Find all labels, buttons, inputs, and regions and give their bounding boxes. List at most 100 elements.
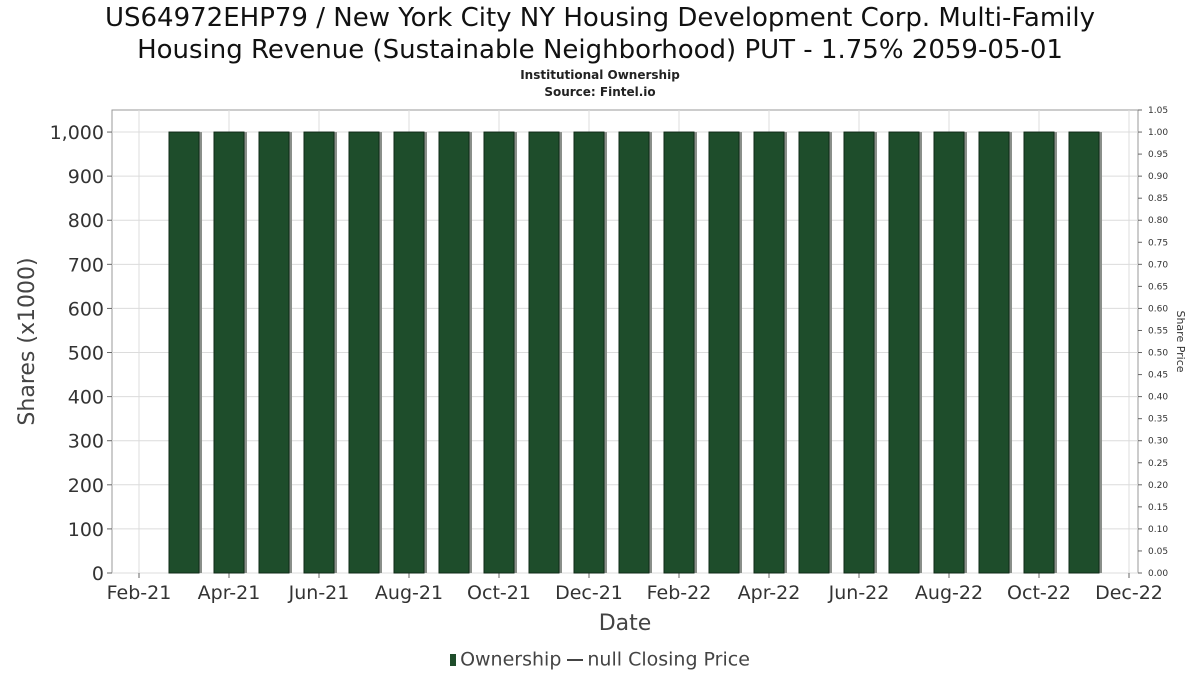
ownership-bar-shadow [649,132,652,574]
ownership-bar-shadow [469,132,472,574]
ownership-bar [798,131,830,574]
y2-tick-label: 0.05 [1148,547,1168,557]
ownership-bar-shadow [604,132,607,574]
x-tick-label: Aug-22 [915,582,983,604]
y2-tick-label: 0.90 [1148,172,1168,182]
ownership-bar [168,131,200,574]
ownership-bar [1023,131,1055,574]
y2-tick-label: 0.55 [1148,326,1168,336]
x-tick-label: Jun-22 [828,582,890,604]
y2-tick-label: 0.30 [1148,437,1168,447]
x-tick-label: Apr-21 [198,582,261,604]
ownership-bar [1068,131,1100,574]
ownership-bar [753,131,785,574]
ownership-bar-shadow [784,132,787,574]
y2-tick-label: 0.15 [1148,503,1168,513]
ownership-bar [843,131,875,574]
x-axis-title: Date [599,611,652,636]
ownership-bar [618,131,650,574]
ownership-bar-shadow [964,132,967,574]
chart-legend: Ownership null Closing Price [0,648,1200,671]
ownership-bar-shadow [199,132,202,574]
ownership-bar-shadow [334,132,337,574]
y-tick-label: 1,000 [50,122,104,144]
y2-tick-label: 0.75 [1148,238,1168,248]
x-tick-label: Oct-21 [467,582,531,604]
y2-tick-label: 0.65 [1148,282,1168,292]
ownership-bar [438,131,470,574]
y-axis-title: Shares (x1000) [15,257,40,425]
ownership-bar [258,131,290,574]
price-legend-line [567,658,584,661]
y-tick-label: 600 [68,298,104,320]
ownership-bar-shadow [874,132,877,574]
y2-tick-label: 0.20 [1148,481,1168,491]
y-tick-label: 400 [68,387,104,409]
ownership-bar-shadow [559,132,562,574]
chart-source: Source: Fintel.io [544,85,656,99]
x-tick-label: Oct-22 [1007,582,1071,604]
y2-tick-label: 0.00 [1148,569,1168,579]
ownership-bar-shadow [424,132,427,574]
y-tick-label: 0 [92,563,104,585]
y2-tick-label: 0.60 [1148,304,1168,314]
y2-tick-label: 0.70 [1148,260,1168,270]
ownership-bar-shadow [244,132,247,574]
y2-tick-label: 0.45 [1148,371,1168,381]
ownership-bar [303,131,335,574]
price-legend-label: null Closing Price [587,648,750,671]
y-tick-label: 300 [68,431,104,453]
chart-title-line1: US64972EHP79 / New York City NY Housing … [104,3,1096,33]
ownership-bar-shadow [694,132,697,574]
ownership-bar [483,131,515,574]
x-tick-label: Feb-22 [647,582,712,604]
ownership-bar-shadow [1099,132,1102,574]
y-tick-label: 800 [68,210,104,232]
ownership-bar [933,131,965,574]
y2-tick-label: 1.00 [1148,128,1168,138]
y2-tick-label: 0.95 [1148,150,1168,160]
ownership-bar [528,131,560,574]
y2-tick-label: 0.40 [1148,393,1168,403]
ownership-bar-shadow [289,132,292,574]
ownership-bar-shadow [1009,132,1012,574]
ownership-bar [663,131,695,574]
chart-subtitle: Institutional Ownership [520,68,680,82]
ownership-bar [393,131,425,574]
y2-tick-label: 0.35 [1148,415,1168,425]
ownership-legend-label: Ownership [460,648,562,671]
ownership-bar [213,131,245,574]
ownership-bar [573,131,605,574]
ownership-bar-shadow [1054,132,1057,574]
y2-axis-title: Share Price [1174,310,1187,372]
y2-tick-label: 0.10 [1148,525,1168,535]
y-tick-label: 900 [68,166,104,188]
y-tick-label: 100 [68,519,104,541]
x-tick-label: Jun-21 [288,582,350,604]
x-tick-label: Dec-22 [1095,582,1163,604]
y2-tick-label: 0.50 [1148,349,1168,359]
ownership-bar [978,131,1010,574]
ownership-bar-shadow [919,132,922,574]
x-tick-label: Apr-22 [738,582,801,604]
ownership-bar-shadow [379,132,382,574]
ownership-bar-shadow [829,132,832,574]
ownership-bar [708,131,740,574]
chart-title-line2: Housing Revenue (Sustainable Neighborhoo… [137,35,1063,65]
x-tick-label: Aug-21 [375,582,443,604]
ownership-bar [888,131,920,574]
y2-tick-label: 0.25 [1148,459,1168,469]
x-tick-label: Dec-21 [555,582,623,604]
x-tick-label: Feb-21 [107,582,172,604]
y-tick-label: 500 [68,343,104,365]
y-tick-label: 200 [68,475,104,497]
ownership-bar [348,131,380,574]
y-tick-label: 700 [68,254,104,276]
ownership-bar-shadow [514,132,517,574]
ownership-bar-shadow [739,132,742,574]
y2-tick-label: 0.85 [1148,194,1168,204]
y2-tick-label: 0.80 [1148,216,1168,226]
y2-tick-label: 1.05 [1148,106,1168,116]
ownership-legend-swatch [450,653,457,666]
